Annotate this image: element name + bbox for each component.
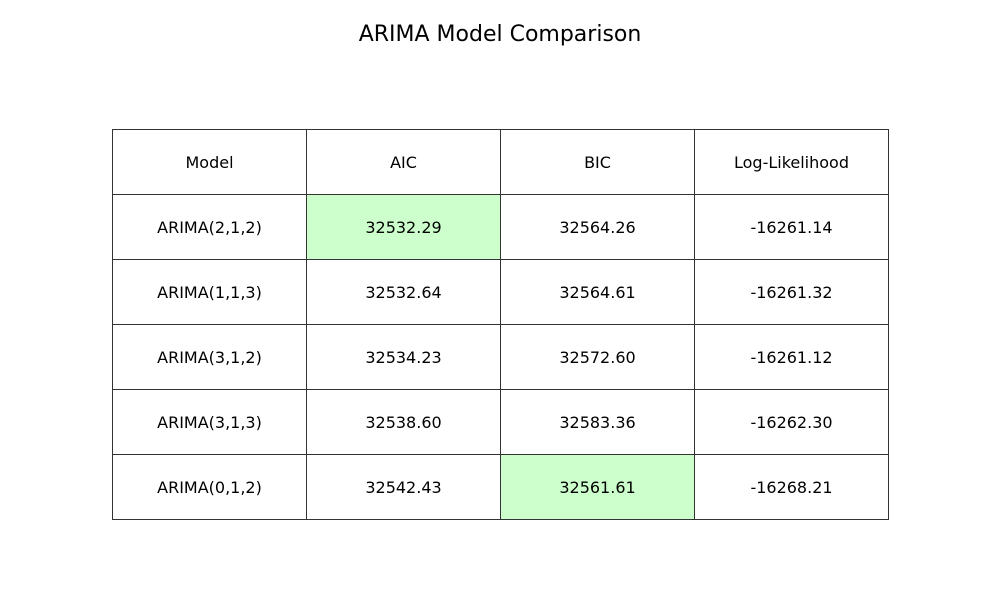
table-row: ARIMA(1,1,3) 32532.64 32564.61 -16261.32 xyxy=(112,259,889,325)
aic-cell: 32542.43 xyxy=(306,454,501,520)
model-comparison-table: Model AIC BIC Log-Likelihood ARIMA(2,1,2… xyxy=(112,129,889,520)
log-likelihood-cell: -16261.32 xyxy=(694,259,889,325)
aic-cell: 32538.60 xyxy=(306,389,501,455)
table-row: ARIMA(3,1,3) 32538.60 32583.36 -16262.30 xyxy=(112,389,889,455)
bic-cell: 32564.26 xyxy=(500,194,695,260)
table-row: ARIMA(0,1,2) 32542.43 32561.61 -16268.21 xyxy=(112,454,889,520)
aic-cell: 32532.29 xyxy=(306,194,501,260)
column-header-bic: BIC xyxy=(500,129,695,195)
log-likelihood-cell: -16261.14 xyxy=(694,194,889,260)
column-header-log-likelihood: Log-Likelihood xyxy=(694,129,889,195)
log-likelihood-cell: -16262.30 xyxy=(694,389,889,455)
model-name-cell: ARIMA(3,1,3) xyxy=(112,389,307,455)
model-name-cell: ARIMA(1,1,3) xyxy=(112,259,307,325)
bic-cell: 32572.60 xyxy=(500,324,695,390)
bic-cell: 32564.61 xyxy=(500,259,695,325)
aic-cell: 32532.64 xyxy=(306,259,501,325)
table-row: ARIMA(3,1,2) 32534.23 32572.60 -16261.12 xyxy=(112,324,889,390)
chart-title: ARIMA Model Comparison xyxy=(358,22,642,47)
aic-cell: 32534.23 xyxy=(306,324,501,390)
model-name-cell: ARIMA(3,1,2) xyxy=(112,324,307,390)
table-header-row: Model AIC BIC Log-Likelihood xyxy=(112,129,889,195)
model-name-cell: ARIMA(2,1,2) xyxy=(112,194,307,260)
model-name-cell: ARIMA(0,1,2) xyxy=(112,454,307,520)
log-likelihood-cell: -16261.12 xyxy=(694,324,889,390)
table-row: ARIMA(2,1,2) 32532.29 32564.26 -16261.14 xyxy=(112,194,889,260)
column-header-aic: AIC xyxy=(306,129,501,195)
bic-cell: 32561.61 xyxy=(500,454,695,520)
bic-cell: 32583.36 xyxy=(500,389,695,455)
log-likelihood-cell: -16268.21 xyxy=(694,454,889,520)
column-header-model: Model xyxy=(112,129,307,195)
